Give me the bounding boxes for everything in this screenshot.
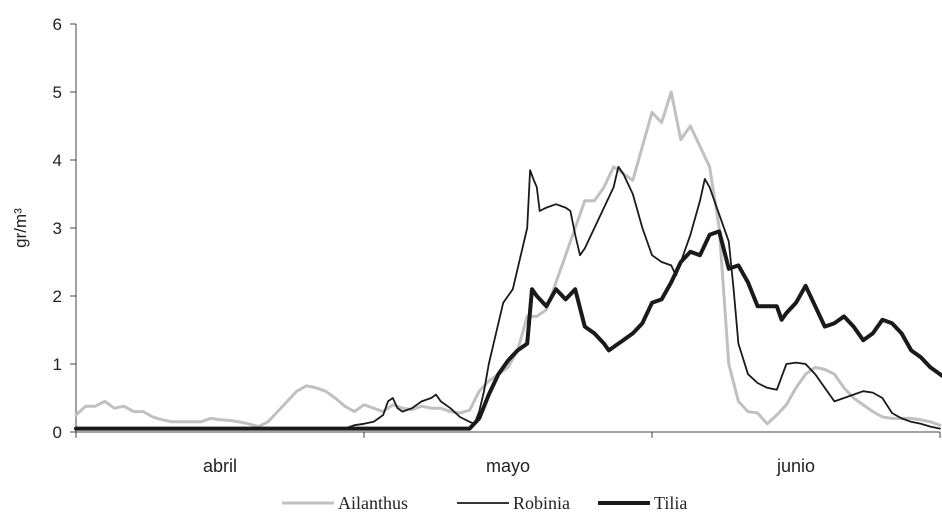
- x-category-label: mayo: [486, 456, 530, 476]
- chart-axes: 0 1 2 3 4 5 6 abril mayo junio: [53, 15, 941, 476]
- y-tick-label: 1: [53, 355, 62, 374]
- x-category-label: junio: [776, 456, 815, 476]
- x-category-label: abril: [203, 456, 237, 476]
- y-tick-label: 2: [53, 287, 62, 306]
- legend-label-tilia: Tilia: [654, 493, 687, 513]
- legend-label-robinia: Robinia: [513, 493, 570, 513]
- series-line-ailanthus: [74, 90, 942, 429]
- legend-label-ailanthus: Ailanthus: [338, 493, 408, 513]
- legend: Ailanthus Robinia Tilia: [282, 493, 687, 513]
- y-tick-label: 6: [53, 15, 62, 34]
- y-tick-label: 3: [53, 219, 62, 238]
- y-tick-label: 4: [53, 151, 62, 170]
- y-axis-title: gr/m³: [11, 208, 30, 248]
- series-line-tilia: [74, 229, 942, 431]
- y-tick-label: 0: [53, 423, 62, 442]
- series-layer: [74, 90, 942, 431]
- series-line-robinia: [75, 165, 941, 430]
- y-tick-label: 5: [53, 83, 62, 102]
